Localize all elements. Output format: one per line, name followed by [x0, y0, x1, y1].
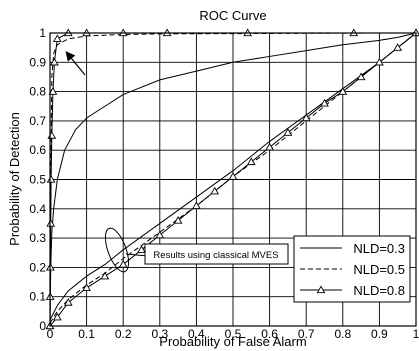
chart-title: ROC Curve: [199, 8, 266, 23]
series-point-6: [82, 283, 91, 292]
series-point-6: [63, 298, 73, 306]
series-point-6: [246, 157, 256, 166]
series-point-6: [173, 216, 183, 224]
x-tick-label: 0.1: [78, 327, 95, 341]
y-tick-label: 0.4: [29, 202, 46, 216]
series-point-6: [265, 142, 274, 151]
y-tick-label: 0.3: [29, 231, 46, 245]
x-tick-label: 0.7: [298, 327, 315, 341]
y-tick-label: 1: [39, 26, 46, 40]
series-point-6: [137, 245, 146, 253]
legend-label: NLD=0.3: [353, 241, 405, 256]
x-tick-label: 0.3: [151, 327, 168, 341]
annotation-leader: [125, 253, 149, 257]
series-line-1: [49, 32, 417, 327]
series-point-6: [228, 172, 238, 180]
series-point-6: [301, 113, 311, 122]
series-point-3: [52, 34, 62, 43]
annotation-text: Results using classical MVES: [153, 250, 278, 261]
y-tick-label: 0.2: [29, 260, 46, 274]
series-point-3: [46, 174, 56, 183]
x-tick-label: 1: [413, 327, 419, 341]
y-tick-label: 0.7: [29, 114, 46, 128]
series-point-6: [100, 271, 110, 280]
series-line-6: [49, 32, 417, 327]
x-tick-label: 0.9: [371, 327, 388, 341]
tick-labels: 0 0.1 0.2 0.3 0.4 0.5 0.6 0.7 0.8 0.9 1 0 0.1 0.2 0.3 0…: [29, 26, 419, 341]
y-axis-label: Probability of Detection: [7, 112, 22, 246]
annotation-ellipse: [104, 227, 130, 273]
series-point-3: [47, 131, 57, 139]
series-point-3: [46, 218, 56, 227]
series-point-6: [52, 312, 62, 321]
legend-label: NLD=0.8: [353, 283, 405, 298]
annotation-arrow: [65, 51, 86, 76]
y-tick-label: 0: [39, 319, 46, 333]
legend: NLD=0.3 NLD=0.5 NLD=0.8: [293, 235, 411, 303]
x-tick-label: 0.8: [334, 327, 351, 341]
series-point-6: [283, 128, 293, 136]
series-point-6: [393, 43, 403, 51]
series-point-3: [48, 87, 58, 95]
y-tick-label: 0.6: [29, 143, 46, 157]
y-tick-label: 0.8: [29, 85, 46, 99]
x-tick-label: 0.6: [261, 327, 278, 341]
series-point-6: [375, 57, 384, 66]
series-line-4: [49, 32, 417, 321]
y-tick-label: 0.9: [29, 55, 46, 69]
series-point-6: [118, 259, 128, 268]
series-point-6: [338, 87, 348, 95]
series-point-6: [356, 72, 366, 81]
legend-label: NLD=0.5: [353, 262, 405, 277]
series-point-3: [50, 57, 59, 66]
plot-frame: [49, 32, 417, 327]
legend-box: [293, 235, 411, 303]
annotation-box: [144, 243, 289, 265]
y-tick-label: 0.5: [29, 173, 46, 187]
x-tick-label: 0.5: [225, 327, 242, 341]
series-point-6: [320, 98, 329, 107]
x-tick-label: 0: [47, 327, 54, 341]
series-point-6: [192, 201, 201, 210]
x-tick-label: 0.2: [115, 327, 132, 341]
series-point-6: [155, 230, 165, 239]
x-tick-label: 0.4: [188, 327, 205, 341]
series-point-6: [210, 186, 220, 195]
y-tick-label: 0.1: [29, 290, 46, 304]
legend-marker: [316, 285, 326, 294]
x-axis-label: Probability of False Alarm: [159, 334, 306, 349]
series-line-5: [49, 32, 417, 324]
